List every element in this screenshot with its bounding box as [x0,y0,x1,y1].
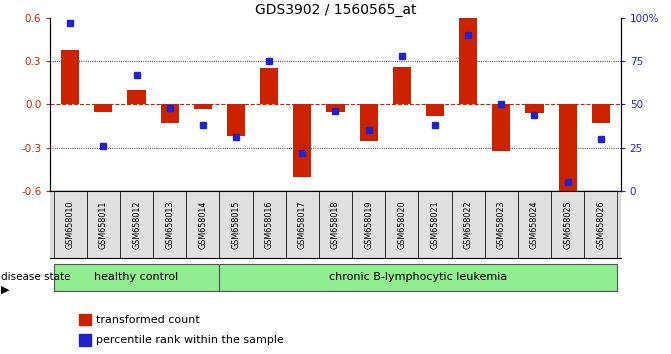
Bar [293,104,311,177]
Bar [584,191,617,258]
Text: GSM658022: GSM658022 [464,200,472,249]
Bar [153,191,187,258]
Bar [227,104,245,136]
Text: chronic B-lymphocytic leukemia: chronic B-lymphocytic leukemia [329,272,507,282]
Text: disease state: disease state [1,272,71,282]
Bar [79,334,91,346]
Text: GSM658010: GSM658010 [66,201,74,249]
Bar [61,50,79,104]
Bar [592,104,610,123]
Text: GSM658013: GSM658013 [165,201,174,249]
Bar [219,191,252,258]
Title: GDS3902 / 1560565_at: GDS3902 / 1560565_at [255,3,416,17]
Text: GSM658016: GSM658016 [264,201,274,249]
Bar [459,18,477,104]
Text: GSM658014: GSM658014 [199,201,207,249]
Text: GSM658024: GSM658024 [530,200,539,249]
Bar [87,191,120,258]
Bar [419,191,452,258]
Bar [54,191,87,258]
Text: GSM658018: GSM658018 [331,201,340,249]
Bar [120,191,153,258]
Text: ▶: ▶ [1,284,10,295]
Text: percentile rank within the sample: percentile rank within the sample [96,335,284,345]
Bar [260,68,278,104]
Text: GSM658011: GSM658011 [99,201,108,249]
Bar [360,104,378,141]
Bar [426,104,444,116]
Text: GSM658019: GSM658019 [364,200,373,249]
Bar [219,264,617,291]
Text: GSM658023: GSM658023 [497,200,506,249]
Bar [385,191,419,258]
Bar [493,104,511,151]
Bar [452,191,484,258]
Bar [194,104,212,109]
Bar [286,191,319,258]
Bar [352,191,385,258]
Text: healthy control: healthy control [95,272,178,282]
Bar [54,264,219,291]
Bar [187,191,219,258]
Bar [319,191,352,258]
Text: GSM658020: GSM658020 [397,200,407,249]
Bar [558,104,577,194]
Bar [79,314,91,325]
Bar [326,104,345,112]
Bar [393,67,411,104]
Bar [160,104,178,123]
Bar [94,104,113,112]
Bar [525,104,544,113]
Bar [484,191,518,258]
Text: GSM658012: GSM658012 [132,200,141,249]
Text: GSM658021: GSM658021 [431,200,440,249]
Bar [518,191,551,258]
Bar [127,90,146,104]
Text: GSM658026: GSM658026 [597,200,605,249]
Bar [252,191,286,258]
Text: transformed count: transformed count [96,315,200,325]
Text: GSM658017: GSM658017 [298,200,307,249]
Text: GSM658025: GSM658025 [563,200,572,249]
Text: GSM658015: GSM658015 [231,200,240,249]
Bar [551,191,584,258]
